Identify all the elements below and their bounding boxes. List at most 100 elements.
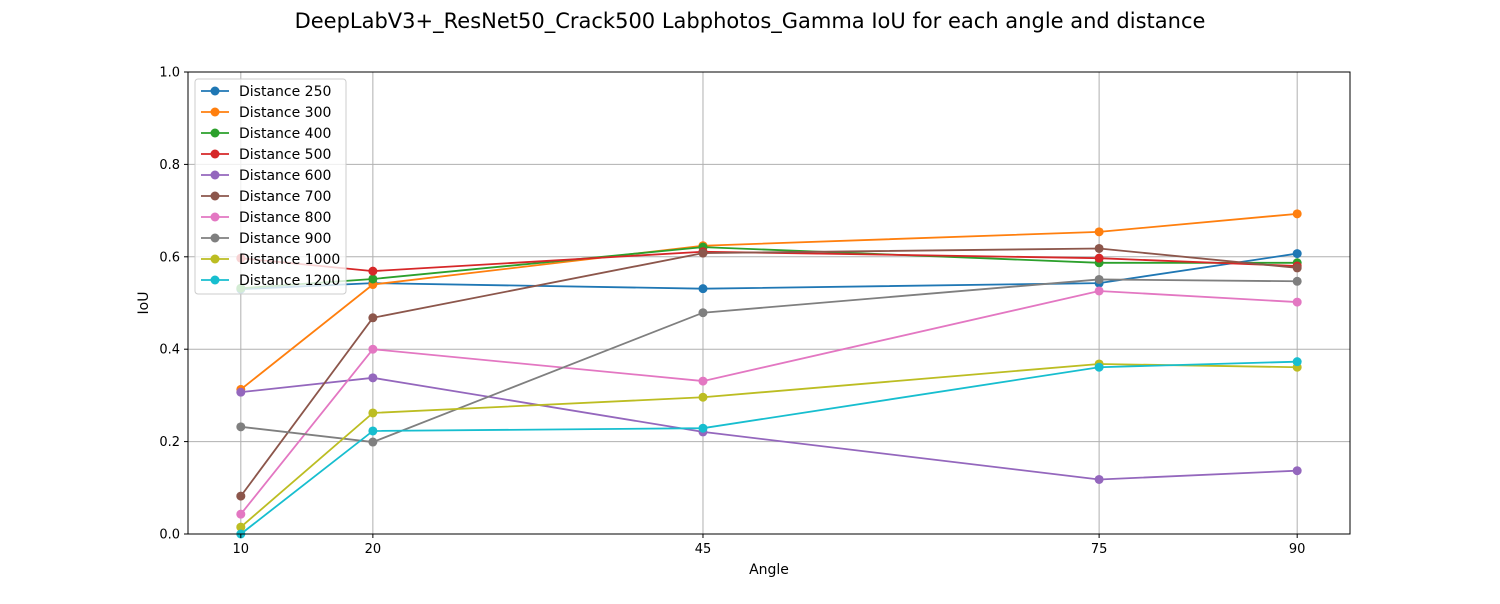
data-point: [1094, 362, 1104, 372]
data-point: [368, 313, 378, 323]
legend-marker: [210, 254, 220, 264]
data-point: [368, 274, 378, 284]
data-point: [1094, 253, 1104, 263]
data-point: [698, 376, 708, 386]
data-point: [1292, 276, 1302, 286]
data-point: [368, 437, 378, 447]
data-point: [236, 491, 246, 501]
series-3: [236, 242, 1302, 293]
x-tick-label: 75: [1091, 542, 1108, 557]
legend-marker: [210, 275, 220, 285]
legend-label: Distance 600: [239, 168, 331, 184]
data-point: [1094, 474, 1104, 484]
legend-item: Distance 500: [201, 147, 331, 163]
series-line: [240, 247, 1298, 497]
legend: Distance 250 Distance 300 Distance 400 Dist…: [194, 78, 347, 295]
legend-label: Distance 400: [239, 126, 331, 142]
legend-item: Distance 1000: [201, 252, 340, 268]
series-line: [240, 290, 1298, 515]
legend-item: Distance 900: [201, 231, 331, 247]
legend-item: Distance 700: [201, 189, 331, 205]
series-lines: [236, 209, 1302, 539]
legend-label: Distance 1000: [239, 252, 340, 268]
legend-label: Distance 700: [239, 189, 331, 205]
grid-lines: [188, 71, 1350, 535]
data-point: [236, 422, 246, 432]
series-5: [236, 373, 1302, 484]
y-tick-label: 0.4: [159, 343, 180, 358]
series-line: [240, 376, 1298, 481]
y-axis-label: IoU: [136, 292, 152, 315]
data-point: [698, 423, 708, 433]
legend-box: [194, 78, 347, 295]
y-tick-label: 0.0: [159, 528, 180, 543]
data-point: [1292, 357, 1302, 367]
data-point: [236, 387, 246, 397]
legend-item: Distance 800: [201, 210, 331, 226]
y-tick-label: 0.6: [159, 250, 180, 265]
y-tick-label: 0.2: [159, 435, 180, 450]
data-point: [698, 284, 708, 294]
data-point: [698, 392, 708, 402]
series-line: [240, 212, 1298, 391]
x-tick-label: 45: [695, 542, 712, 557]
axis-ticks: 10 20 45 75 90 0.0 0.2 0.4 0.6 0.8 1.0: [159, 66, 1305, 558]
legend-item: Distance 600: [201, 168, 331, 184]
data-point: [1094, 227, 1104, 237]
legend-item: Distance 300: [201, 105, 331, 121]
legend-label: Distance 1200: [239, 273, 340, 289]
data-point: [698, 308, 708, 318]
data-point: [368, 344, 378, 354]
legend-label: Distance 250: [239, 84, 331, 100]
data-point: [368, 426, 378, 436]
chart-title: DeepLabV3+_ResNet50_Crack500 Labphotos_G…: [295, 9, 1206, 34]
data-point: [236, 522, 246, 532]
data-point: [1292, 263, 1302, 273]
data-point: [1094, 243, 1104, 253]
series-8: [236, 274, 1302, 447]
series-10: [236, 357, 1302, 539]
legend-label: Distance 800: [239, 210, 331, 226]
data-point: [368, 266, 378, 276]
legend-marker: [210, 233, 220, 243]
series-6: [236, 243, 1302, 501]
data-point: [698, 248, 708, 258]
legend-marker: [210, 170, 220, 180]
x-tick-label: 20: [365, 542, 382, 557]
legend-marker: [210, 149, 220, 159]
series-line: [240, 360, 1298, 535]
data-point: [1094, 286, 1104, 296]
legend-marker: [210, 107, 220, 117]
data-point: [1094, 274, 1104, 284]
data-point: [1292, 209, 1302, 219]
legend-marker: [210, 212, 220, 222]
series-7: [236, 286, 1302, 519]
data-point: [236, 509, 246, 519]
legend-label: Distance 500: [239, 147, 331, 163]
legend-item: Distance 1200: [201, 273, 340, 289]
y-tick-label: 0.8: [159, 158, 180, 173]
legend-item: Distance 250: [201, 84, 331, 100]
legend-marker: [210, 128, 220, 138]
x-tick-label: 90: [1289, 542, 1306, 557]
series-line: [240, 363, 1298, 528]
data-point: [368, 373, 378, 383]
series-9: [236, 359, 1302, 532]
series-line: [240, 250, 1298, 273]
data-point: [1292, 297, 1302, 307]
legend-item: Distance 400: [201, 126, 331, 142]
data-point: [368, 408, 378, 418]
series-1: [236, 249, 1302, 294]
legend-marker: [210, 86, 220, 96]
data-point: [1292, 249, 1302, 259]
plot-area-frame: [187, 71, 1351, 535]
legend-label: Distance 900: [239, 231, 331, 247]
legend-label: Distance 300: [239, 105, 331, 121]
x-tick-label: 10: [233, 542, 250, 557]
y-tick-label: 1.0: [159, 66, 180, 81]
x-axis-label: Angle: [749, 562, 789, 578]
legend-marker: [210, 191, 220, 201]
data-point: [1292, 466, 1302, 476]
